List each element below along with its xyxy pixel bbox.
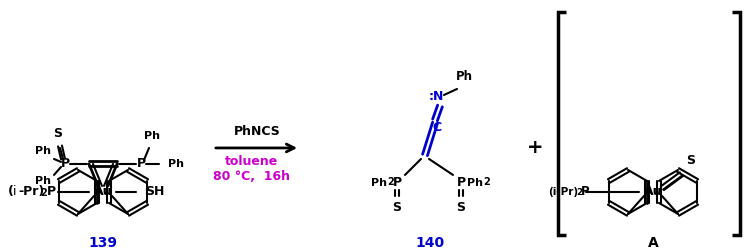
Text: Ph: Ph	[144, 131, 160, 141]
Text: Au: Au	[644, 185, 662, 198]
Text: Ph: Ph	[35, 176, 51, 186]
Text: C: C	[432, 121, 441, 135]
Text: P: P	[580, 185, 589, 198]
Text: Ph: Ph	[371, 178, 387, 188]
Text: (i-Pr): (i-Pr)	[548, 187, 578, 197]
Text: toluene: toluene	[225, 155, 278, 168]
Text: P: P	[392, 176, 402, 190]
Text: P: P	[46, 185, 56, 198]
Text: (: (	[8, 185, 14, 198]
Text: S: S	[393, 201, 402, 214]
Text: 2: 2	[41, 188, 48, 198]
Text: Ph: Ph	[35, 146, 51, 156]
Text: Au: Au	[94, 185, 112, 198]
Text: 140: 140	[415, 236, 445, 250]
Text: P: P	[456, 176, 466, 190]
Text: Ph: Ph	[455, 71, 472, 83]
Text: 2: 2	[576, 188, 582, 198]
Text: Ph: Ph	[168, 159, 184, 169]
Text: A: A	[647, 236, 658, 250]
Text: 2: 2	[388, 177, 394, 187]
Text: S: S	[54, 128, 62, 140]
Text: S: S	[687, 154, 696, 168]
Text: PhNCS: PhNCS	[234, 125, 280, 138]
Text: 139: 139	[89, 236, 118, 250]
Text: -Pr): -Pr)	[18, 185, 44, 198]
Text: +: +	[527, 138, 543, 158]
Text: 2: 2	[484, 177, 490, 187]
Text: SH: SH	[145, 185, 164, 198]
Text: S: S	[457, 201, 466, 214]
Text: :N: :N	[429, 90, 443, 104]
Text: P: P	[60, 158, 69, 170]
Text: P: P	[136, 158, 146, 170]
Text: Ph: Ph	[467, 178, 483, 188]
Text: i: i	[13, 185, 16, 198]
Text: 80 °C,  16h: 80 °C, 16h	[214, 170, 290, 183]
